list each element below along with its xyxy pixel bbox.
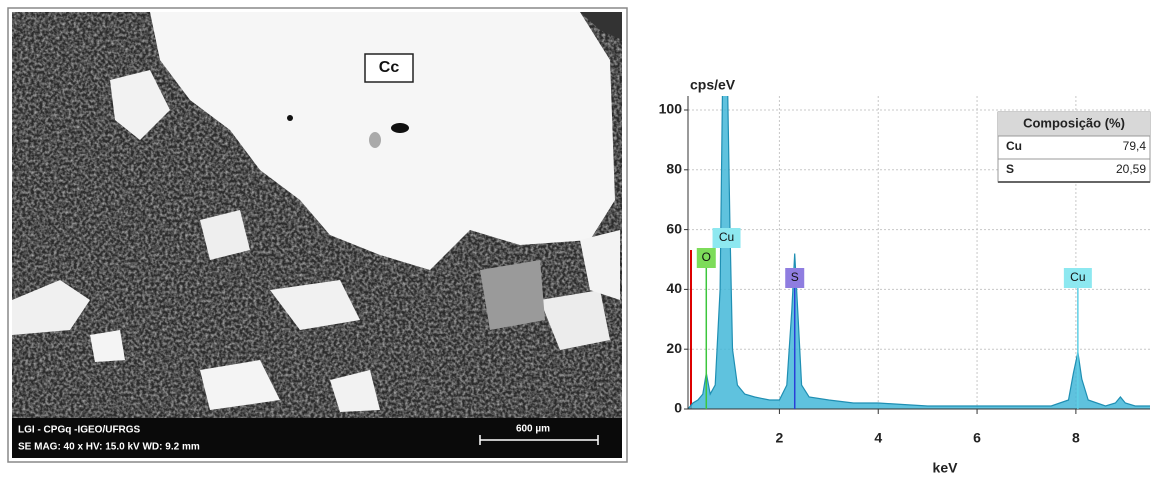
x-tick-label: 8 bbox=[1072, 430, 1080, 446]
table-header: Composição (%) bbox=[1023, 115, 1125, 130]
eds-spectrum: 0 20 40 60 80 100 2 4 6 8 cps/eV keV O Cu S Cu bbox=[659, 77, 1150, 476]
table-cell: S bbox=[1006, 162, 1014, 176]
peak-label-box bbox=[712, 228, 741, 248]
y-tick-label: 80 bbox=[666, 161, 682, 177]
peak-label-box bbox=[785, 268, 805, 288]
sem-footer: LGI - CPGq -IGEO/UFRGS bbox=[18, 425, 141, 436]
sem-micrograph: Cc LGI - CPGq -IGEO/UFRGS SE MAG: 40 x H… bbox=[7, 7, 628, 463]
y-tick-label: 40 bbox=[666, 280, 682, 296]
peak-label: O bbox=[702, 250, 711, 264]
peak-label: Cu bbox=[719, 230, 734, 244]
scale-bar-label: 600 µm bbox=[516, 424, 550, 435]
table-cell: 79,4 bbox=[1123, 139, 1147, 153]
x-tick-label: 6 bbox=[973, 430, 981, 446]
spectrum-area bbox=[688, 96, 1150, 409]
y-tick-label: 0 bbox=[674, 400, 682, 416]
sem-footer: SE MAG: 40 x HV: 15.0 kV WD: 9.2 mm bbox=[18, 442, 200, 453]
spectrum-line bbox=[688, 96, 1150, 410]
table-cell: Cu bbox=[1006, 139, 1022, 153]
x-axis-label: keV bbox=[933, 460, 959, 476]
peak-label-box bbox=[1063, 268, 1092, 288]
y-tick-label: 60 bbox=[666, 220, 682, 236]
peak-label-box bbox=[696, 248, 716, 268]
phase-label: Cc bbox=[379, 59, 400, 76]
x-tick-label: 4 bbox=[874, 430, 882, 446]
composition-table: Composição (%) Cu 79,4 S 20,59 bbox=[997, 111, 1151, 183]
y-tick-label: 20 bbox=[666, 340, 682, 356]
x-tick-label: 2 bbox=[776, 430, 784, 446]
y-tick-label: 100 bbox=[659, 101, 683, 117]
table-cell: 20,59 bbox=[1116, 162, 1146, 176]
peak-label: S bbox=[791, 270, 799, 284]
peak-label: Cu bbox=[1070, 270, 1085, 284]
y-axis-label: cps/eV bbox=[690, 77, 736, 93]
